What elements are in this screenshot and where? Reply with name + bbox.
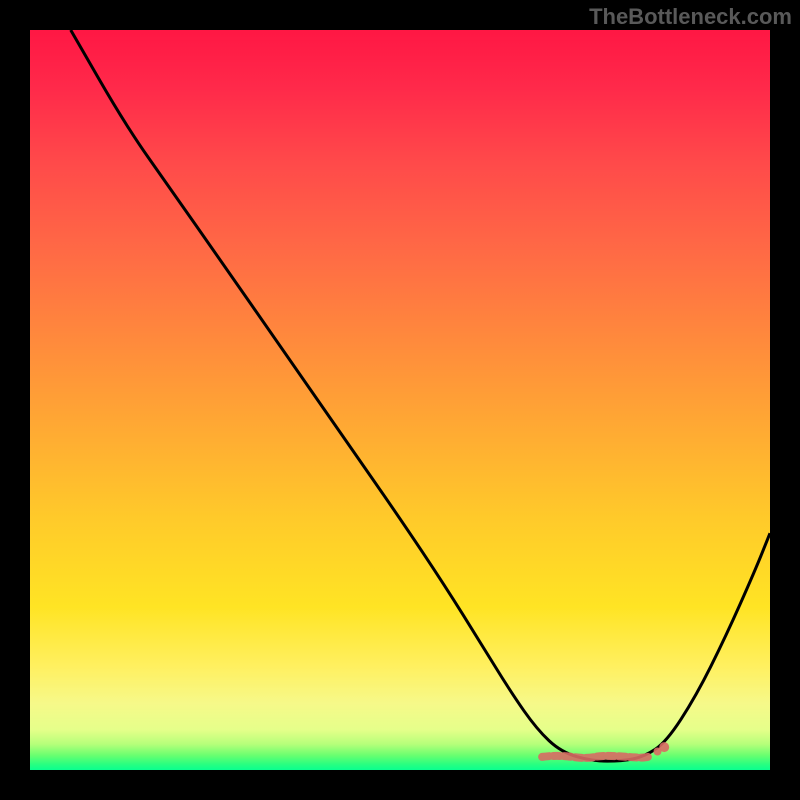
plot-area bbox=[30, 30, 770, 770]
gradient-background bbox=[30, 30, 770, 770]
chart-svg bbox=[30, 30, 770, 770]
watermark-text: TheBottleneck.com bbox=[589, 4, 792, 30]
chart-container: TheBottleneck.com bbox=[0, 0, 800, 800]
